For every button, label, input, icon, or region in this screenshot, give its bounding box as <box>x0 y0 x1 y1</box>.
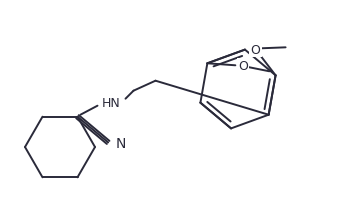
Text: N: N <box>115 137 126 151</box>
Text: O: O <box>251 44 261 57</box>
Text: HN: HN <box>102 97 121 110</box>
Text: O: O <box>238 60 248 73</box>
